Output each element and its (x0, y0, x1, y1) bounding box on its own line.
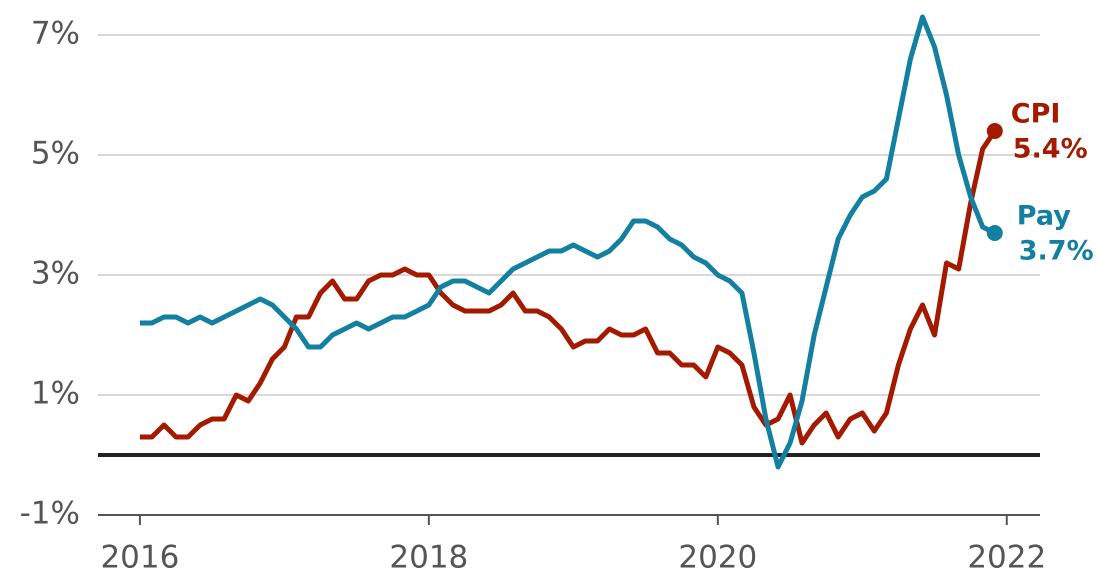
x-tick-label: 2018 (389, 540, 468, 576)
series-name: CPI (1011, 99, 1061, 130)
y-tick-label: 7% (31, 16, 80, 52)
series-name: Pay (1017, 201, 1071, 232)
x-tick-label: 2022 (967, 540, 1046, 576)
x-tick-label: 2016 (100, 540, 179, 576)
line-pay (139, 14, 996, 470)
y-tick-label: 1% (31, 376, 80, 412)
line-cpi (139, 129, 997, 446)
y-tick-label: 5% (31, 136, 80, 172)
end-dot (986, 225, 1003, 241)
end-label: 3.7% (1019, 236, 1094, 267)
end-label: 5.4% (1013, 134, 1088, 165)
end-dot (986, 123, 1003, 139)
x-tick-label: 2020 (678, 540, 757, 576)
y-tick-label: 3% (31, 256, 80, 292)
y-tick-label: -1% (20, 496, 80, 532)
